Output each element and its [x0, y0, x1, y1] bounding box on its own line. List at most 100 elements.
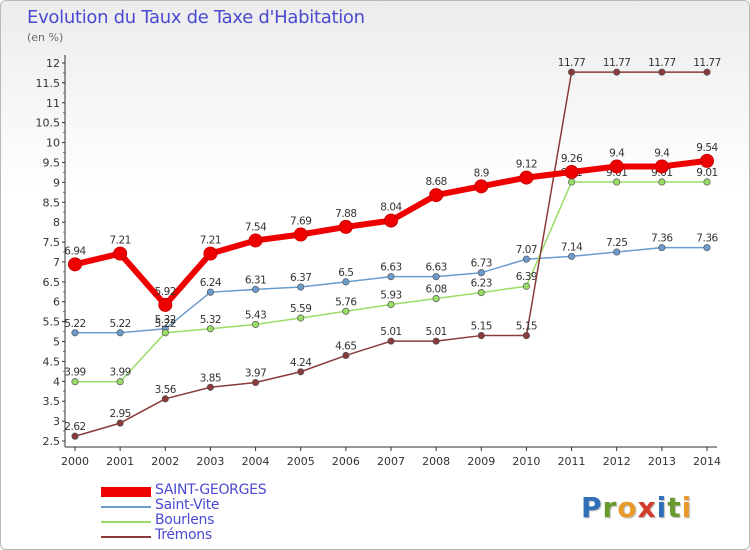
logo-letter: t: [667, 491, 682, 524]
data-point: [158, 297, 173, 312]
x-tick-label: 2001: [106, 455, 134, 468]
data-label: 9.4: [609, 147, 625, 159]
data-point: [206, 325, 214, 333]
data-label: 6.37: [290, 272, 311, 284]
data-label: 6.08: [425, 284, 446, 296]
data-label: 6.94: [64, 245, 86, 257]
data-point: [116, 378, 124, 386]
y-tick-label: 8.5: [43, 196, 61, 209]
y-tick-label: 5.5: [43, 316, 61, 329]
y-tick-label: 3.5: [43, 395, 61, 408]
data-label: 9.01: [696, 167, 717, 179]
data-label: 6.31: [245, 274, 266, 286]
data-point: [429, 188, 444, 203]
data-label: 9.4: [654, 147, 670, 159]
proxiti-logo: Proxiti: [581, 491, 692, 524]
legend-swatch: [101, 506, 151, 508]
data-point: [297, 283, 305, 291]
data-label: 3.99: [109, 367, 130, 379]
x-tick-label: 2012: [603, 455, 631, 468]
data-label: 5.22: [109, 318, 130, 330]
x-tick-label: 2014: [693, 455, 721, 468]
data-point: [342, 351, 350, 360]
data-label: 7.36: [696, 233, 718, 245]
y-tick-label: 4: [53, 375, 60, 388]
data-label: 3.85: [200, 372, 221, 384]
data-label: 6.23: [471, 278, 492, 290]
data-point: [206, 383, 214, 391]
legend-label: Trémons: [155, 527, 212, 543]
data-point: [522, 332, 530, 340]
data-point: [519, 170, 534, 185]
unit-label: (en %): [27, 31, 64, 44]
data-point: [252, 320, 260, 328]
y-tick-label: 12: [46, 57, 60, 70]
data-label: 8.9: [474, 167, 489, 179]
data-label: 5.22: [155, 318, 176, 330]
logo-letter: i: [681, 491, 693, 524]
data-label: 9.12: [516, 159, 537, 171]
y-tick-label: 10.5: [36, 117, 61, 130]
legend-item: Bourlens: [101, 512, 361, 529]
data-label: 5.01: [380, 326, 401, 338]
data-label: 5.32: [155, 314, 176, 326]
data-label: 7.07: [516, 244, 537, 256]
data-point: [522, 282, 530, 290]
data-label: 6.39: [516, 271, 537, 283]
data-label: 7.54: [245, 221, 267, 233]
data-label: 7.21: [200, 235, 221, 247]
data-label: 5.43: [245, 309, 266, 321]
logo-letter: o: [617, 491, 638, 524]
data-point: [477, 332, 485, 340]
y-tick-label: 6.5: [43, 276, 61, 289]
data-point: [658, 244, 666, 252]
data-point: [613, 68, 621, 76]
data-point: [71, 378, 79, 386]
data-label: 5.22: [64, 318, 85, 330]
logo-letter: x: [637, 491, 657, 524]
data-point: [477, 269, 485, 277]
data-label: 5.93: [380, 290, 401, 302]
y-tick-label: 7: [53, 256, 60, 269]
data-label: 11.77: [693, 57, 721, 69]
data-point: [432, 273, 440, 281]
data-point: [432, 295, 440, 303]
data-point: [613, 178, 621, 186]
data-label: 7.14: [561, 241, 583, 253]
data-point: [206, 288, 214, 296]
data-label: 5.59: [290, 303, 311, 315]
y-tick-label: 11: [46, 97, 60, 110]
legend-label: SAINT-GEORGES: [155, 482, 267, 498]
legend-label: Bourlens: [155, 512, 215, 528]
data-point: [293, 227, 308, 242]
logo-letter: i: [656, 491, 668, 524]
data-point: [71, 432, 79, 440]
data-point: [71, 329, 79, 337]
data-label: 7.36: [651, 233, 673, 245]
data-point: [342, 307, 350, 315]
data-label: 7.21: [109, 235, 130, 247]
data-point: [703, 244, 711, 252]
data-label: 6.63: [425, 262, 446, 274]
data-label: 11.77: [603, 57, 631, 69]
data-point: [568, 178, 576, 186]
data-point: [68, 257, 82, 272]
data-point: [387, 300, 395, 309]
data-label: 5.01: [425, 326, 446, 338]
data-label: 7.88: [335, 208, 356, 220]
y-tick-label: 8: [53, 216, 60, 229]
data-label: 6.5: [338, 267, 353, 279]
y-tick-label: 9: [53, 176, 60, 189]
logo-letter: P: [581, 491, 603, 524]
data-point: [161, 395, 169, 403]
data-point: [474, 179, 489, 194]
data-point: [297, 368, 305, 376]
x-tick-label: 2013: [648, 455, 676, 468]
x-tick-label: 2004: [242, 455, 270, 468]
data-point: [568, 68, 576, 76]
data-point: [113, 246, 128, 261]
data-point: [387, 273, 395, 281]
x-tick-label: 2008: [422, 455, 450, 468]
data-label: 5.92: [155, 286, 176, 298]
y-tick-label: 11.5: [36, 77, 61, 90]
